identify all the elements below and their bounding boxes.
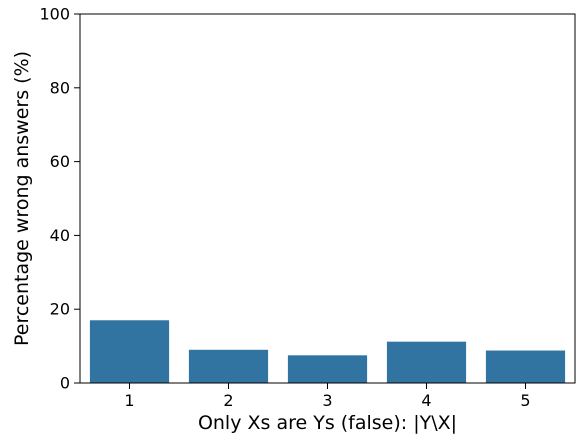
y-tick-label: 100 xyxy=(39,5,70,24)
bars-group xyxy=(89,320,566,383)
bar-3 xyxy=(287,355,368,383)
y-tick-label: 60 xyxy=(50,152,70,171)
x-tick-label: 4 xyxy=(421,391,431,410)
y-tick-label: 80 xyxy=(50,78,70,97)
y-axis-label: Percentage wrong answers (%) xyxy=(11,51,33,346)
x-tick-label: 1 xyxy=(124,391,134,410)
y-tick-label: 0 xyxy=(60,374,70,393)
y-axis-ticks: 0 20 40 60 80 100 xyxy=(39,5,80,393)
x-tick-label: 5 xyxy=(520,391,530,410)
y-tick-label: 40 xyxy=(50,226,70,245)
bar-5 xyxy=(485,350,566,383)
x-axis-ticks: 1 2 3 4 5 xyxy=(124,383,531,410)
plot-frame xyxy=(79,13,576,384)
bar-4 xyxy=(386,341,467,383)
bar-1 xyxy=(89,320,170,383)
bar-2 xyxy=(188,349,269,383)
x-tick-label: 2 xyxy=(223,391,233,410)
x-axis-label: Only Xs are Ys (false): |Y\X| xyxy=(198,412,457,434)
y-tick-label: 20 xyxy=(50,300,70,319)
x-tick-label: 3 xyxy=(322,391,332,410)
